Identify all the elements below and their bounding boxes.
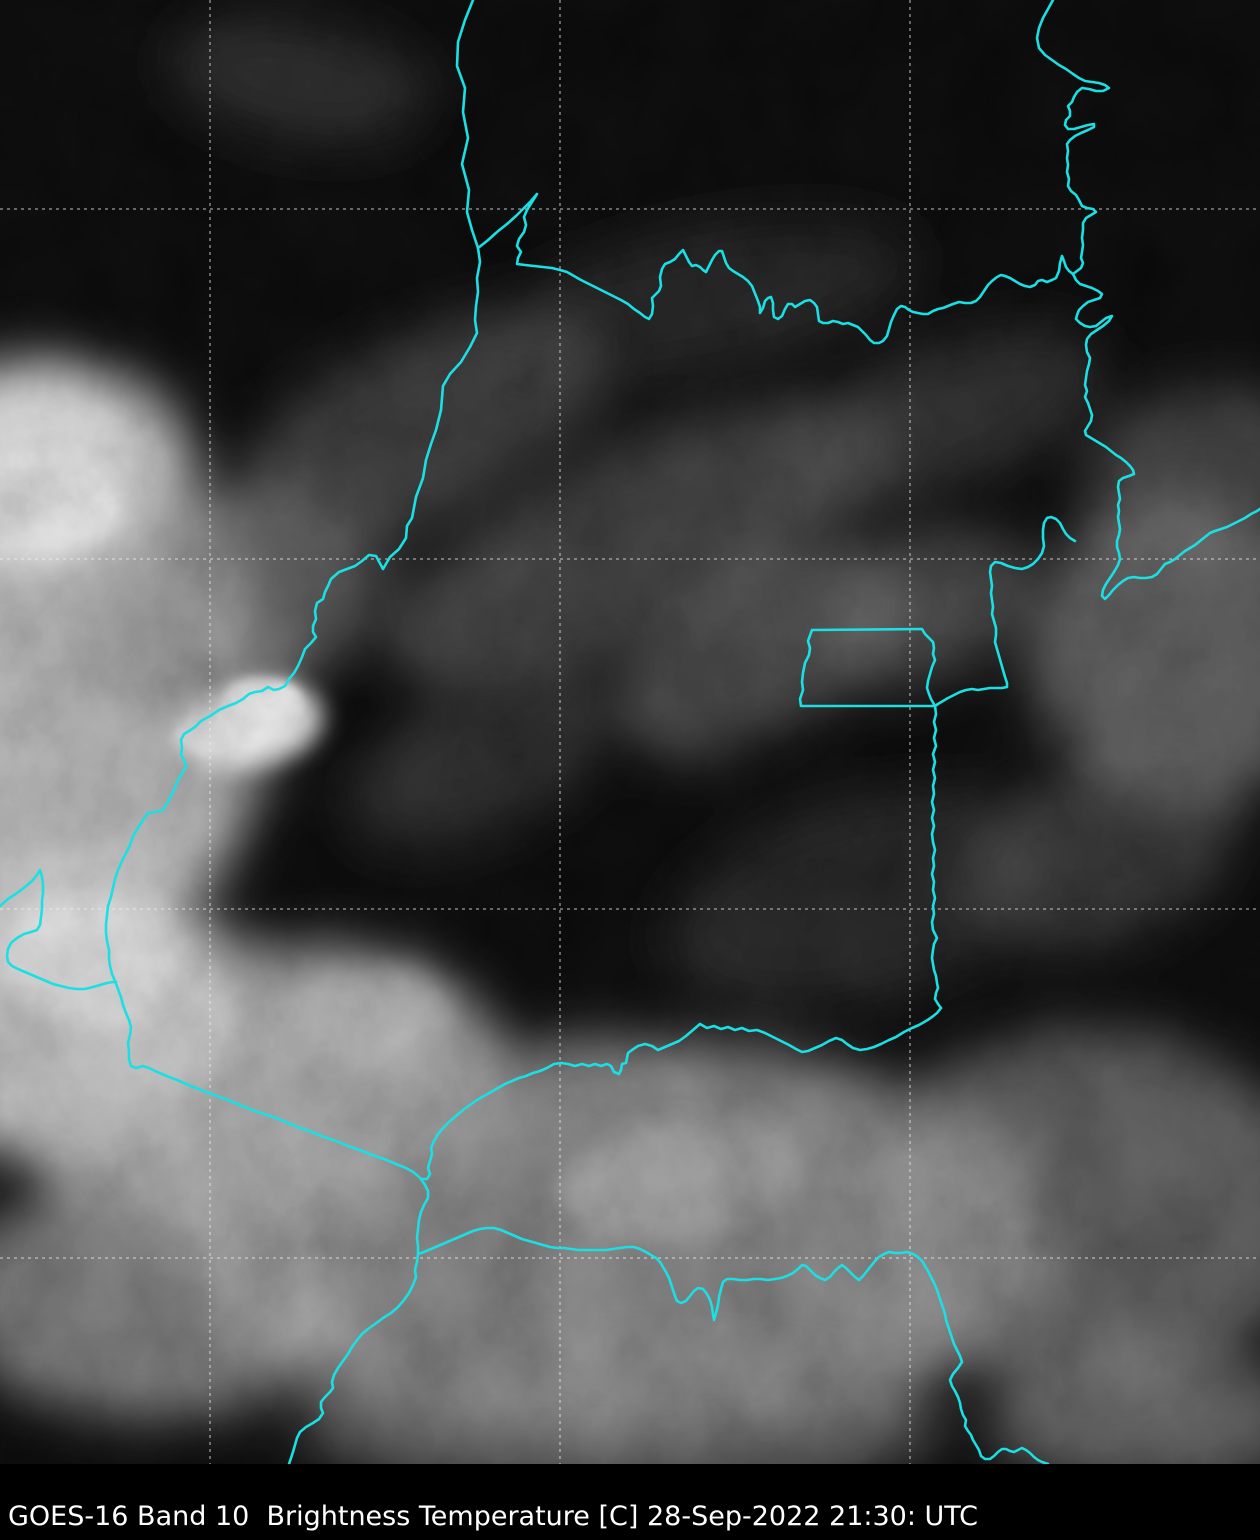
boundary-left-hook	[0, 868, 118, 991]
boundary-river-south	[287, 1177, 430, 1464]
map-boundaries	[0, 0, 1260, 1464]
caption-text: GOES-16 Band 10 Brightness Temperature […	[8, 1501, 979, 1533]
boundary-river-east-north	[1035, 0, 1111, 276]
boundary-river-west-diagonal	[104, 246, 482, 1181]
latlon-gridlines	[0, 0, 1260, 1464]
caption-bar: GOES-16 Band 10 Brightness Temperature […	[0, 1464, 1260, 1540]
boundary-state-box	[798, 627, 937, 708]
boundary-state-box-south-line	[930, 704, 943, 1010]
boundary-river-bottom-east	[416, 1226, 1050, 1464]
satellite-map-area	[0, 0, 1260, 1464]
boundary-river-north	[455, 0, 480, 250]
boundary-state-box-connector	[933, 515, 1077, 708]
satellite-image	[0, 0, 1260, 1464]
boundary-river-east-mid	[1071, 272, 1260, 601]
boundary-border-zigzag-east	[476, 192, 1075, 345]
boundary-river-west-lower	[419, 1006, 943, 1181]
